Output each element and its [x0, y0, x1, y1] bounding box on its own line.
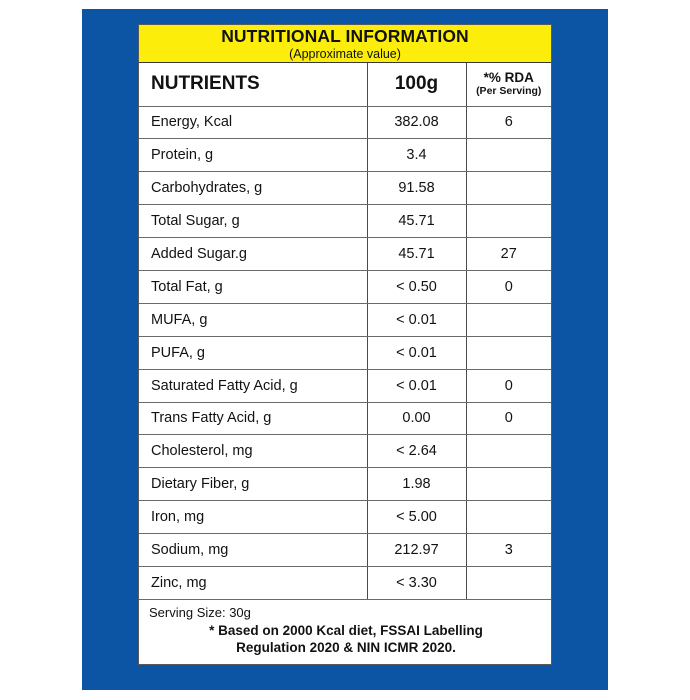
nutrient-value-cell: 45.71	[367, 204, 467, 239]
nutrient-value-cell: 3.4	[367, 138, 467, 173]
nutrient-value-cell: 212.97	[367, 533, 467, 567]
table-row: Zinc, mg < 3.30	[139, 566, 551, 600]
nutrient-rda-cell	[466, 566, 551, 600]
table-row: Cholesterol, mg < 2.64	[139, 434, 551, 469]
nutrient-rda-cell	[466, 467, 551, 502]
nutrient-name-cell: Energy, Kcal	[139, 106, 368, 140]
nutrient-rda-cell: 27	[466, 237, 551, 271]
column-header-nutrients: NUTRIENTS	[139, 63, 368, 107]
column-header-rda: *% RDA (Per Serving)	[466, 63, 551, 107]
table-row: MUFA, g < 0.01	[139, 303, 551, 337]
basis-note: * Based on 2000 Kcal diet, FSSAI Labelli…	[149, 623, 543, 657]
nutrient-name-cell: MUFA, g	[139, 303, 368, 337]
nutrient-name-cell: Total Fat, g	[139, 270, 368, 304]
nutrient-rda-cell	[466, 303, 551, 337]
table-row: Added Sugar.g 45.71 27	[139, 237, 551, 271]
nutrient-value-cell: 0.00	[367, 402, 467, 436]
blue-background-panel: NUTRITIONAL INFORMATION (Approximate val…	[82, 9, 608, 690]
column-header-per-100g: 100g	[367, 63, 467, 107]
nutrient-name-cell: Trans Fatty Acid, g	[139, 402, 368, 436]
nutrient-name-cell: Protein, g	[139, 138, 368, 173]
column-header-rda-label: *% RDA	[483, 70, 534, 86]
nutrient-name-cell: Added Sugar.g	[139, 237, 368, 271]
nutrient-rda-cell	[466, 171, 551, 206]
nutrient-name-cell: PUFA, g	[139, 336, 368, 370]
table-row: Dietary Fiber, g 1.98	[139, 467, 551, 502]
nutrient-rda-cell: 3	[466, 533, 551, 567]
table-row: Total Sugar, g 45.71	[139, 204, 551, 239]
nutrient-name-cell: Saturated Fatty Acid, g	[139, 369, 368, 403]
nutrient-name-cell: Cholesterol, mg	[139, 434, 368, 469]
basis-note-line-1: * Based on 2000 Kcal diet, FSSAI Labelli…	[209, 623, 483, 639]
nutrient-value-cell: 382.08	[367, 106, 467, 140]
nutrient-value-cell: 91.58	[367, 171, 467, 206]
nutrient-value-cell: 45.71	[367, 237, 467, 271]
nutrient-rda-cell: 0	[466, 270, 551, 304]
table-row: Saturated Fatty Acid, g < 0.01 0	[139, 369, 551, 403]
nutrient-rda-cell: 0	[466, 402, 551, 436]
table-row: Trans Fatty Acid, g 0.00 0	[139, 402, 551, 436]
nutrient-value-cell: < 0.50	[367, 270, 467, 304]
table-row: Total Fat, g < 0.50 0	[139, 270, 551, 304]
nutrient-value-cell: < 0.01	[367, 369, 467, 403]
table-row: Carbohydrates, g 91.58	[139, 171, 551, 206]
nutrient-value-cell: < 3.30	[367, 566, 467, 600]
nutrient-name-cell: Sodium, mg	[139, 533, 368, 567]
label-subtitle: (Approximate value)	[289, 47, 401, 61]
nutrient-rda-cell	[466, 204, 551, 239]
nutrition-facts-table: NUTRIENTS 100g *% RDA (Per Serving) Ener…	[139, 63, 551, 600]
table-row: Iron, mg < 5.00	[139, 500, 551, 535]
nutrient-name-cell: Zinc, mg	[139, 566, 368, 600]
label-title: NUTRITIONAL INFORMATION	[221, 25, 469, 46]
nutrient-value-cell: < 0.01	[367, 336, 467, 370]
nutrient-rda-cell	[466, 500, 551, 535]
label-footer: Serving Size: 30g * Based on 2000 Kcal d…	[139, 600, 551, 664]
nutrient-name-cell: Total Sugar, g	[139, 204, 368, 239]
title-banner: NUTRITIONAL INFORMATION (Approximate val…	[139, 25, 551, 63]
nutrient-name-cell: Iron, mg	[139, 500, 368, 535]
nutrient-value-cell: < 5.00	[367, 500, 467, 535]
nutrient-rda-cell	[466, 336, 551, 370]
table-row: Protein, g 3.4	[139, 138, 551, 173]
nutrition-label-card: NUTRITIONAL INFORMATION (Approximate val…	[138, 24, 552, 665]
table-header-row: NUTRIENTS 100g *% RDA (Per Serving)	[139, 63, 551, 107]
table-row: PUFA, g < 0.01	[139, 336, 551, 370]
nutrient-value-cell: 1.98	[367, 467, 467, 502]
basis-note-line-2: Regulation 2020 & NIN ICMR 2020.	[236, 640, 456, 656]
serving-size-text: Serving Size: 30g	[149, 604, 251, 620]
table-body: Energy, Kcal 382.08 6 Protein, g 3.4 Carbohyd…	[139, 106, 551, 600]
table-row: Sodium, mg 212.97 3	[139, 533, 551, 567]
nutrient-rda-cell: 6	[466, 106, 551, 140]
nutrient-rda-cell	[466, 434, 551, 469]
nutrient-value-cell: < 0.01	[367, 303, 467, 337]
nutrient-value-cell: < 2.64	[367, 434, 467, 469]
nutrient-name-cell: Dietary Fiber, g	[139, 467, 368, 502]
nutrient-rda-cell	[466, 138, 551, 173]
nutrient-rda-cell: 0	[466, 369, 551, 403]
table-row: Energy, Kcal 382.08 6	[139, 106, 551, 140]
nutrient-name-cell: Carbohydrates, g	[139, 171, 368, 206]
column-header-rda-sublabel: (Per Serving)	[476, 85, 542, 98]
